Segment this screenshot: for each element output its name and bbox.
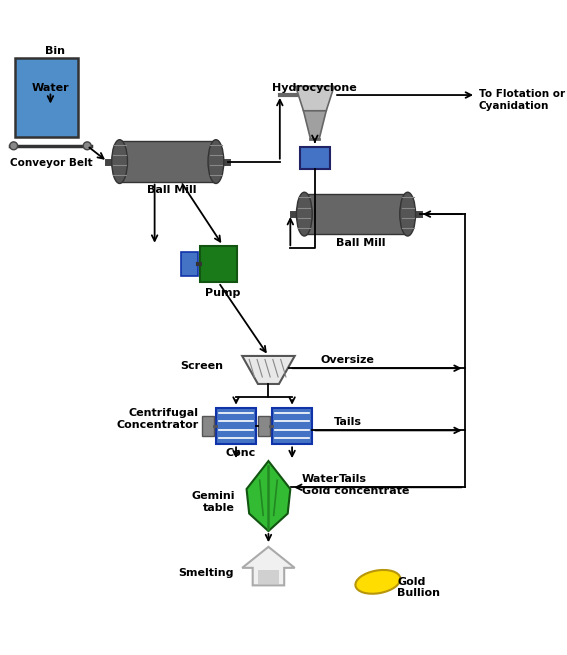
- Polygon shape: [295, 86, 334, 111]
- Text: To Flotation or
Cyanidation: To Flotation or Cyanidation: [479, 89, 565, 111]
- FancyBboxPatch shape: [120, 141, 216, 181]
- Text: Pump: Pump: [205, 288, 240, 297]
- Text: Oversize: Oversize: [321, 355, 375, 365]
- Text: Conveyor Belt: Conveyor Belt: [10, 158, 93, 168]
- Ellipse shape: [356, 570, 400, 593]
- Text: Water: Water: [302, 474, 339, 484]
- FancyBboxPatch shape: [181, 252, 198, 276]
- FancyBboxPatch shape: [300, 147, 330, 170]
- FancyBboxPatch shape: [272, 407, 312, 444]
- Circle shape: [83, 142, 91, 150]
- Text: Centrifugal
Concentrator: Centrifugal Concentrator: [116, 408, 198, 430]
- FancyBboxPatch shape: [258, 417, 270, 436]
- FancyBboxPatch shape: [258, 570, 279, 584]
- Polygon shape: [303, 111, 326, 139]
- Text: Tails: Tails: [334, 417, 362, 427]
- Text: Ball Mill: Ball Mill: [147, 185, 197, 195]
- Text: Ball Mill: Ball Mill: [336, 238, 385, 248]
- FancyBboxPatch shape: [200, 246, 237, 282]
- Polygon shape: [242, 356, 295, 384]
- Ellipse shape: [112, 140, 128, 183]
- Polygon shape: [242, 547, 295, 586]
- Text: Bin: Bin: [45, 46, 65, 56]
- Text: Gemini
table: Gemini table: [192, 491, 235, 513]
- FancyBboxPatch shape: [202, 417, 214, 436]
- Text: Water: Water: [32, 83, 69, 93]
- Text: Gold concentrate: Gold concentrate: [302, 486, 409, 496]
- FancyBboxPatch shape: [216, 407, 256, 444]
- Circle shape: [10, 142, 18, 150]
- FancyBboxPatch shape: [15, 58, 78, 137]
- Text: Gold
Bullion: Gold Bullion: [397, 576, 440, 598]
- Ellipse shape: [208, 140, 224, 183]
- Text: Screen: Screen: [180, 362, 223, 371]
- Text: Hydrocyclone: Hydrocyclone: [273, 83, 357, 93]
- Polygon shape: [247, 461, 290, 531]
- Text: Conc: Conc: [225, 448, 256, 458]
- Ellipse shape: [400, 192, 416, 236]
- Text: Tails: Tails: [338, 474, 366, 484]
- Ellipse shape: [297, 192, 312, 236]
- FancyBboxPatch shape: [304, 194, 408, 234]
- Text: Smelting: Smelting: [178, 568, 234, 578]
